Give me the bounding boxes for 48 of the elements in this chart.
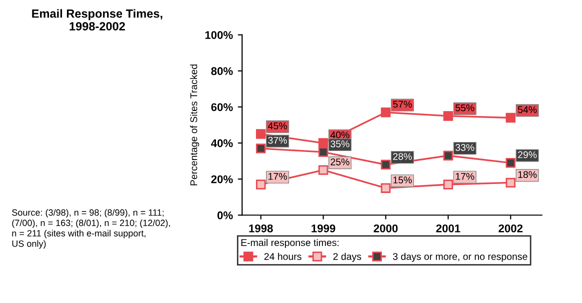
- data-label: 29%: [518, 151, 537, 158]
- y-tick-label: 0%: [217, 211, 233, 220]
- data-label: 55%: [456, 104, 474, 112]
- y-tick-label: 100%: [205, 31, 233, 39]
- x-tick-label: 1999: [312, 224, 336, 232]
- y-tick-label: 40%: [211, 139, 233, 148]
- data-label: 17%: [456, 172, 474, 180]
- legend-title: E-mail response times:: [241, 238, 339, 248]
- point: [506, 158, 516, 168]
- point: [380, 183, 391, 193]
- legend-label: 2 days: [333, 252, 362, 262]
- data-label: 25%: [330, 158, 350, 166]
- data-label: 17%: [268, 172, 287, 180]
- data-label: 33%: [455, 144, 474, 151]
- y-tick-label: 20%: [211, 175, 233, 184]
- data-label: 40%: [330, 131, 350, 138]
- y-tick-label: 60%: [211, 103, 233, 112]
- data-label: 57%: [393, 100, 412, 108]
- data-label: 45%: [268, 122, 287, 130]
- data-label: 35%: [330, 140, 350, 148]
- data-label: 37%: [268, 136, 287, 144]
- point: [443, 180, 454, 190]
- point: [256, 129, 266, 139]
- point: [380, 160, 391, 170]
- x-tick-label: 2001: [436, 224, 460, 232]
- point: [256, 144, 266, 154]
- point: [443, 150, 454, 160]
- y-tick-label: 80%: [211, 67, 233, 76]
- point: [506, 112, 516, 123]
- x-tick-label: 2000: [374, 224, 398, 232]
- point: [506, 178, 516, 188]
- x-tick-label: 1998: [249, 224, 273, 232]
- data-label: 28%: [393, 153, 412, 160]
- text: Email Response Times, 1998-2002: [32, 9, 162, 30]
- legend-label: 24 hours: [264, 252, 302, 260]
- point: [318, 138, 328, 148]
- x-tick-label: 2002: [498, 224, 523, 232]
- data-label: 54%: [518, 106, 537, 114]
- point: [443, 111, 454, 121]
- point: [318, 165, 328, 175]
- point: [380, 108, 391, 118]
- y-axis-title: Percentage of Sites Tracked: [190, 64, 200, 186]
- point: [256, 180, 266, 190]
- data-label: 15%: [393, 176, 412, 184]
- point: [318, 147, 328, 157]
- legend-label: 3 days or more, or no response: [392, 252, 528, 262]
- source-note: Source: (3/98), n = 98; (8/99), n = 111; (7/00), n = 163; (8/01), n = 210; (12/02), n = 211 (sites with e-mail support, US only): [12, 209, 170, 249]
- data-label: 18%: [518, 171, 537, 178]
